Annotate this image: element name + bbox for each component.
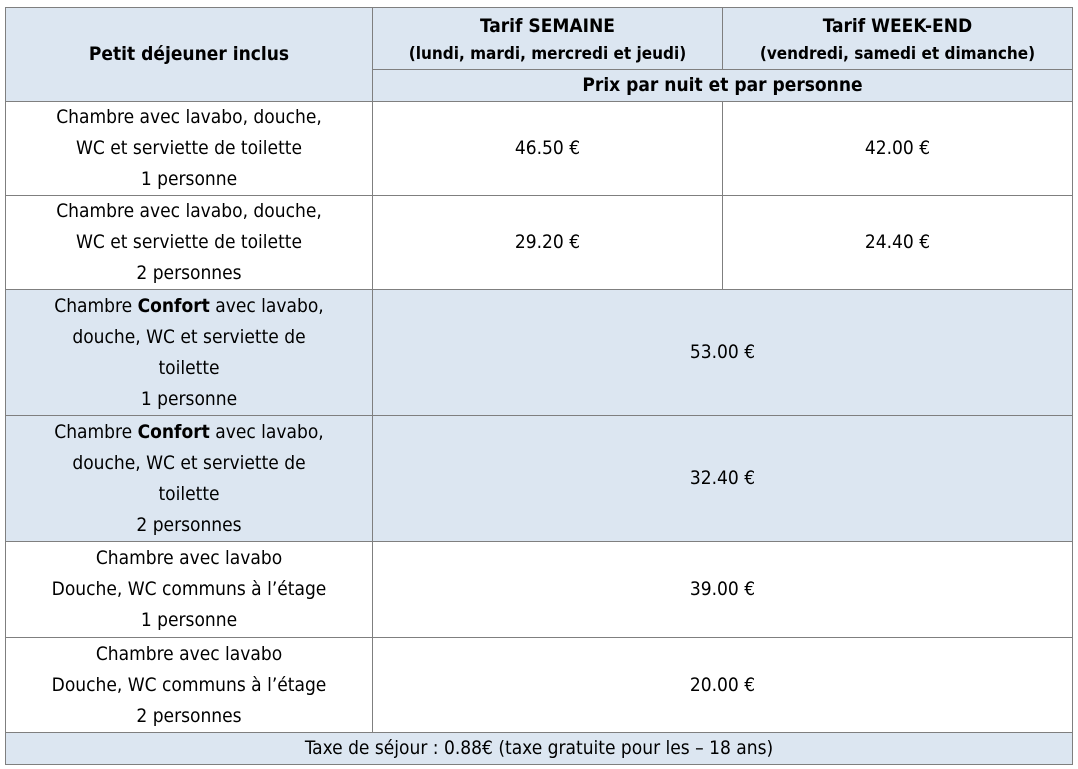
price: 24.40 € xyxy=(864,231,931,253)
room-line: toilette xyxy=(6,353,372,384)
room-text: Douche, WC communs à l’étage xyxy=(51,673,327,696)
room-bold: Confort xyxy=(137,294,210,317)
room-cell: Chambre avec lavabo Douche, WC communs à … xyxy=(5,541,373,638)
room-text: Chambre xyxy=(54,294,138,317)
room-line: WC et serviette de toilette xyxy=(6,227,372,258)
column-title: Tarif SEMAINE xyxy=(480,14,615,37)
column-subtitle: (vendredi, samedi et dimanche) xyxy=(759,43,1036,64)
room-line: Chambre avec lavabo xyxy=(6,639,372,670)
room-cell: Chambre avec lavabo, douche, WC et servie… xyxy=(5,195,373,290)
price-cell: 24.40 € xyxy=(722,195,1073,290)
room-cell: Chambre Confort avec lavabo, douche, WC e… xyxy=(5,415,373,542)
room-text: Chambre avec lavabo, douche, xyxy=(56,200,322,222)
room-text: toilette xyxy=(158,482,220,505)
header-cell: Petit déjeuner inclus xyxy=(5,7,373,102)
price: 20.00 € xyxy=(689,673,756,696)
room-line: 1 personne xyxy=(6,164,372,195)
price-cell: 20.00 € xyxy=(372,637,1073,733)
room-text: Chambre avec lavabo xyxy=(95,642,283,665)
room-line: Chambre Confort avec lavabo, xyxy=(6,417,372,448)
room-cell: Chambre avec lavabo, douche, WC et servie… xyxy=(5,101,373,196)
price: 39.00 € xyxy=(689,578,756,600)
header-row: Petit déjeuner inclus Tarif SEMAINE (lundi… xyxy=(5,7,1073,102)
room-cell: Chambre avec lavabo Douche, WC communs à … xyxy=(5,637,373,733)
room-text: 2 personnes xyxy=(136,262,242,284)
column-subtitle: (lundi, mardi, mercredi et jeudi) xyxy=(408,43,687,64)
room-line: douche, WC et serviette de xyxy=(6,322,372,353)
price: 29.20 € xyxy=(514,231,581,253)
room-line: WC et serviette de toilette xyxy=(6,133,372,164)
room-text: 1 personne xyxy=(140,609,238,631)
price: 42.00 € xyxy=(864,137,931,159)
room-row: Chambre avec lavabo Douche, WC communs à … xyxy=(5,541,1073,638)
price-cell: 46.50 € xyxy=(372,101,723,196)
room-text: toilette xyxy=(158,356,220,379)
room-text: 1 personne xyxy=(140,387,238,410)
room-line: Chambre avec lavabo xyxy=(6,543,372,574)
room-text: 2 personnes xyxy=(136,513,242,536)
room-text: avec lavabo, xyxy=(209,294,324,317)
price-table: Petit déjeuner inclus Tarif SEMAINE (lundi… xyxy=(5,7,1073,765)
price-cell: 53.00 € xyxy=(372,289,1073,416)
room-line: 1 personne xyxy=(6,384,372,415)
room-text: Chambre avec lavabo, douche, xyxy=(56,106,322,128)
room-row: Chambre avec lavabo, douche, WC et servie… xyxy=(5,195,1073,290)
footer-cell: Taxe de séjour : 0.88€ (taxe gratuite po… xyxy=(5,732,1073,765)
room-line: Chambre Confort avec lavabo, xyxy=(6,291,372,322)
room-line: Chambre avec lavabo, douche, xyxy=(6,196,372,227)
header-cell: Tarif WEEK-END (vendredi, samedi et diman… xyxy=(722,7,1073,70)
room-line: Douche, WC communs à l’étage xyxy=(6,670,372,701)
room-text: Chambre avec lavabo xyxy=(95,547,283,569)
header-label: Petit déjeuner inclus xyxy=(88,43,290,65)
header-cell: Prix par nuit et par personne xyxy=(372,69,1073,102)
room-line: 2 personnes xyxy=(6,258,372,289)
room-text: 2 personnes xyxy=(136,704,242,727)
price: 53.00 € xyxy=(689,341,756,363)
price: 46.50 € xyxy=(514,137,581,159)
room-text: douche, WC et serviette de xyxy=(72,325,306,348)
room-row: Chambre Confort avec lavabo, douche, WC e… xyxy=(5,415,1073,542)
room-row: Chambre Confort avec lavabo, douche, WC e… xyxy=(5,289,1073,416)
room-text: douche, WC et serviette de xyxy=(72,451,306,474)
room-bold: Confort xyxy=(137,420,210,443)
room-line: Chambre avec lavabo, douche, xyxy=(6,102,372,133)
price: 32.40 € xyxy=(689,467,756,489)
room-text: Douche, WC communs à l’étage xyxy=(51,578,327,600)
price-cell: 29.20 € xyxy=(372,195,723,290)
room-line: 1 personne xyxy=(6,605,372,636)
room-text: 1 personne xyxy=(140,168,238,190)
room-line: toilette xyxy=(6,479,372,510)
price-cell: 42.00 € xyxy=(722,101,1073,196)
footer-text: Taxe de séjour : 0.88€ (taxe gratuite po… xyxy=(304,737,774,759)
header-cell: Tarif SEMAINE (lundi, mardi, mercredi et … xyxy=(372,7,723,70)
room-row: Chambre avec lavabo Douche, WC communs à … xyxy=(5,637,1073,733)
footer-row: Taxe de séjour : 0.88€ (taxe gratuite po… xyxy=(5,732,1073,765)
room-cell: Chambre Confort avec lavabo, douche, WC e… xyxy=(5,289,373,416)
room-line: douche, WC et serviette de xyxy=(6,448,372,479)
room-row: Chambre avec lavabo, douche, WC et servie… xyxy=(5,101,1073,196)
room-line: Douche, WC communs à l’étage xyxy=(6,574,372,605)
room-text: WC et serviette de toilette xyxy=(76,137,302,159)
unit-label: Prix par nuit et par personne xyxy=(582,74,863,96)
room-text: WC et serviette de toilette xyxy=(76,231,302,253)
column-title: Tarif WEEK-END xyxy=(822,14,973,37)
price-cell: 32.40 € xyxy=(372,415,1073,542)
room-line: 2 personnes xyxy=(6,510,372,541)
room-text: avec lavabo, xyxy=(209,420,324,443)
room-text: Chambre xyxy=(54,420,138,443)
price-cell: 39.00 € xyxy=(372,541,1073,638)
room-line: 2 personnes xyxy=(6,701,372,732)
